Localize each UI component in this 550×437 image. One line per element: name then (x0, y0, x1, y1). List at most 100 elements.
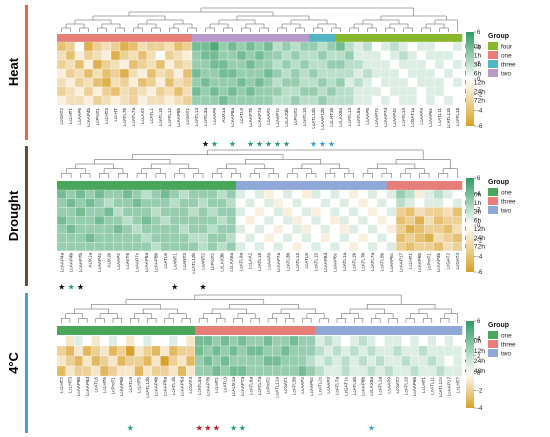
cold-legend-title: Group (488, 322, 509, 329)
heat-dendrogram-branch (218, 19, 256, 24)
drought-heatmap-cell (395, 189, 406, 199)
cold-heatmap-cell (108, 365, 118, 377)
heat-heatmap-cell (452, 86, 463, 97)
heat-heatmap-cell (227, 41, 238, 52)
heat-heatmap-cell (299, 50, 310, 61)
cold-heatmap-cell (56, 365, 66, 377)
heat-heatmap-cell (425, 68, 436, 79)
heat-heatmap-cell (173, 68, 184, 79)
drought-row-label: D_72h (465, 243, 485, 250)
cold-heatmap-cell (306, 365, 316, 377)
drought-heatmap-cell (358, 207, 368, 217)
heat-heatmap-cell (443, 95, 454, 106)
cold-dendrogram-branch (216, 318, 226, 323)
heat-heatmap-cell (56, 41, 67, 52)
cold-column-label: LcATL5b (352, 377, 357, 395)
heat-group-cell (75, 34, 85, 42)
heat-heatmap-cell (326, 59, 337, 70)
drought-heatmap-cell (311, 224, 321, 234)
drought-star-marker (77, 283, 84, 290)
drought-heatmap-cell (179, 233, 189, 243)
drought-heatmap-cell (235, 233, 246, 243)
cold-heatmap-cell (56, 335, 66, 347)
drought-heatmap-cell (292, 207, 303, 217)
cold-heatmap-cell (280, 365, 290, 377)
heat-group-cell (102, 34, 112, 42)
heat-dendrogram-branch (245, 23, 265, 28)
heat-legend-title: Group (488, 33, 509, 40)
heat-dendrogram-branch (169, 27, 179, 32)
cold-heatmap-cell (177, 355, 187, 367)
cold-heatmap-cell (237, 365, 247, 377)
drought-heatmap-cell (311, 189, 321, 199)
drought-heatmap-cell (330, 233, 340, 243)
cold-heatmap-cell (229, 335, 239, 347)
drought-heatmap-cell (273, 198, 284, 208)
cold-group-cell (143, 326, 153, 335)
heat-heatmap-cell (398, 59, 409, 70)
drought-heatmap-cell (311, 198, 321, 208)
heat-heatmap-cell (164, 59, 175, 70)
cold-row-label: C_48h (465, 368, 485, 375)
drought-heatmap-cell (151, 215, 161, 225)
cold-heatmap-cell (255, 345, 264, 357)
drought-heatmap-cell (282, 189, 293, 199)
cold-heatmap-cell (384, 365, 394, 377)
drought-heatmap-cell (56, 198, 67, 208)
heat-heatmap-cell (146, 59, 157, 70)
cold-column-label: LcLHT2 (59, 377, 64, 394)
heat-group-cell (210, 34, 220, 42)
cold-section-bar (25, 293, 28, 433)
drought-heatmap-cell (424, 242, 434, 252)
drought-heatmap-cell (443, 189, 453, 199)
drought-dendrogram-branch (400, 173, 411, 178)
drought-heatmap-cell (452, 215, 463, 225)
heat-heatmap-cell (335, 41, 346, 52)
cold-heatmap-cell (427, 335, 437, 347)
drought-heatmap-cell (282, 215, 293, 225)
drought-dendrogram-branch (329, 168, 350, 174)
heat-heatmap-cell (443, 41, 454, 52)
cold-heatmap-cell (117, 345, 127, 357)
heat-group-cell (273, 34, 283, 42)
drought-heatmap-cell (235, 224, 246, 234)
drought-heatmap-cell (94, 207, 105, 217)
drought-heatmap-cell (235, 242, 246, 252)
cold-heatmap-cell (134, 355, 144, 367)
heat-heatmap-cell (299, 95, 310, 106)
heat-star-marker (202, 140, 209, 147)
drought-heatmap-cell (424, 198, 434, 208)
cold-heatmap-cell (410, 335, 420, 347)
drought-heatmap-cell (245, 207, 255, 217)
drought-heatmap-cell (424, 215, 434, 225)
cold-dendrogram-branch (134, 313, 153, 319)
cold-heatmap-cell (151, 345, 161, 357)
heat-heatmap-cell (380, 95, 391, 106)
drought-heatmap-cell (292, 189, 303, 199)
cold-dendrogram-branch (95, 318, 105, 323)
cold-heatmap-cell (65, 365, 75, 377)
drought-heatmap-cell (386, 189, 397, 199)
cold-column-label: LcATL12c (438, 376, 443, 397)
cold-legend-swatch (488, 331, 498, 339)
drought-section-title: Drought (6, 190, 21, 241)
drought-heatmap-cell (188, 189, 199, 199)
cold-heatmap-cell (427, 355, 437, 367)
heat-heatmap-cell (335, 59, 346, 70)
heat-column-label: LcProT2 (293, 108, 298, 126)
drought-heatmap-cell (56, 215, 67, 225)
heat-heatmap-cell (389, 41, 400, 52)
heat-column-label: LcAAP7c (374, 107, 379, 127)
heat-column-label: LcATL1 (149, 108, 154, 124)
drought-heatmap-cell (395, 224, 406, 234)
drought-heatmap-cell (264, 215, 274, 225)
heat-column-label: LcGAT1 (185, 108, 190, 125)
heat-heatmap-cell (164, 41, 175, 52)
drought-heatmap-cell (169, 224, 180, 234)
drought-heatmap-cell (103, 224, 114, 234)
drought-color-scale-tick-label: 4 (477, 192, 481, 198)
cold-heatmap-cell (229, 355, 239, 367)
cold-dendrogram-branch (237, 313, 256, 319)
heat-star-marker (247, 140, 254, 147)
cold-group-cell (65, 326, 75, 335)
